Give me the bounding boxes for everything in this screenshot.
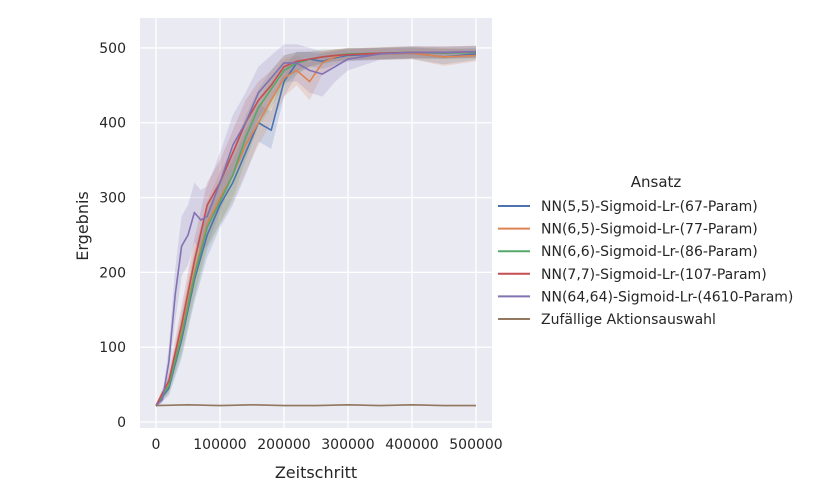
y-tick-label: 500: [99, 41, 126, 57]
plot-background: [140, 18, 492, 428]
y-axis-ticks: 0 100 200 300 400 500: [99, 41, 126, 431]
grid-lines: [140, 18, 492, 428]
legend-entry-0: NN(5,5)-Sigmoid-Lr-(67-Param): [541, 199, 758, 215]
series-line-5: [155, 403, 476, 407]
series-line-3: [155, 50, 477, 406]
x-tick-label: 400000: [385, 437, 438, 453]
legend-title: Ansatz: [631, 173, 682, 191]
x-tick-label: 300000: [321, 437, 374, 453]
y-tick-label: 0: [117, 415, 126, 431]
x-axis-ticks: 0 100000 200000 300000 400000 500000: [152, 437, 503, 453]
y-tick-label: 400: [99, 116, 126, 132]
legend-entry-1: NN(6,5)-Sigmoid-Lr-(77-Param): [541, 222, 758, 238]
y-tick-label: 300: [99, 191, 126, 207]
series-line-4: [155, 50, 477, 407]
legend-entry-4: NN(64,64)-Sigmoid-Lr-(4610-Param): [541, 289, 793, 305]
x-axis-label: Zeitschritt: [275, 463, 357, 482]
x-tick-label: 100000: [193, 437, 246, 453]
legend-entry-2: NN(6,6)-Sigmoid-Lr-(86-Param): [541, 244, 758, 260]
y-tick-label: 100: [99, 340, 126, 356]
legend-entry-3: NN(7,7)-Sigmoid-Lr-(107-Param): [541, 267, 767, 283]
series-band-3: [156, 45, 476, 408]
y-tick-label: 200: [99, 265, 126, 281]
plot-area: [155, 44, 477, 408]
series-band-4: [156, 44, 476, 408]
y-axis-label: Ergebnis: [73, 191, 92, 260]
series-band-0: [156, 47, 476, 408]
x-tick-label: 200000: [257, 437, 310, 453]
legend-entry-5: Zufällige Aktionsauswahl: [541, 312, 716, 328]
x-tick-label: 500000: [449, 437, 502, 453]
legend: Ansatz NN(5,5)-Sigmoid-Lr-(67-Param) NN(6…: [498, 173, 793, 328]
x-tick-label: 0: [152, 437, 161, 453]
